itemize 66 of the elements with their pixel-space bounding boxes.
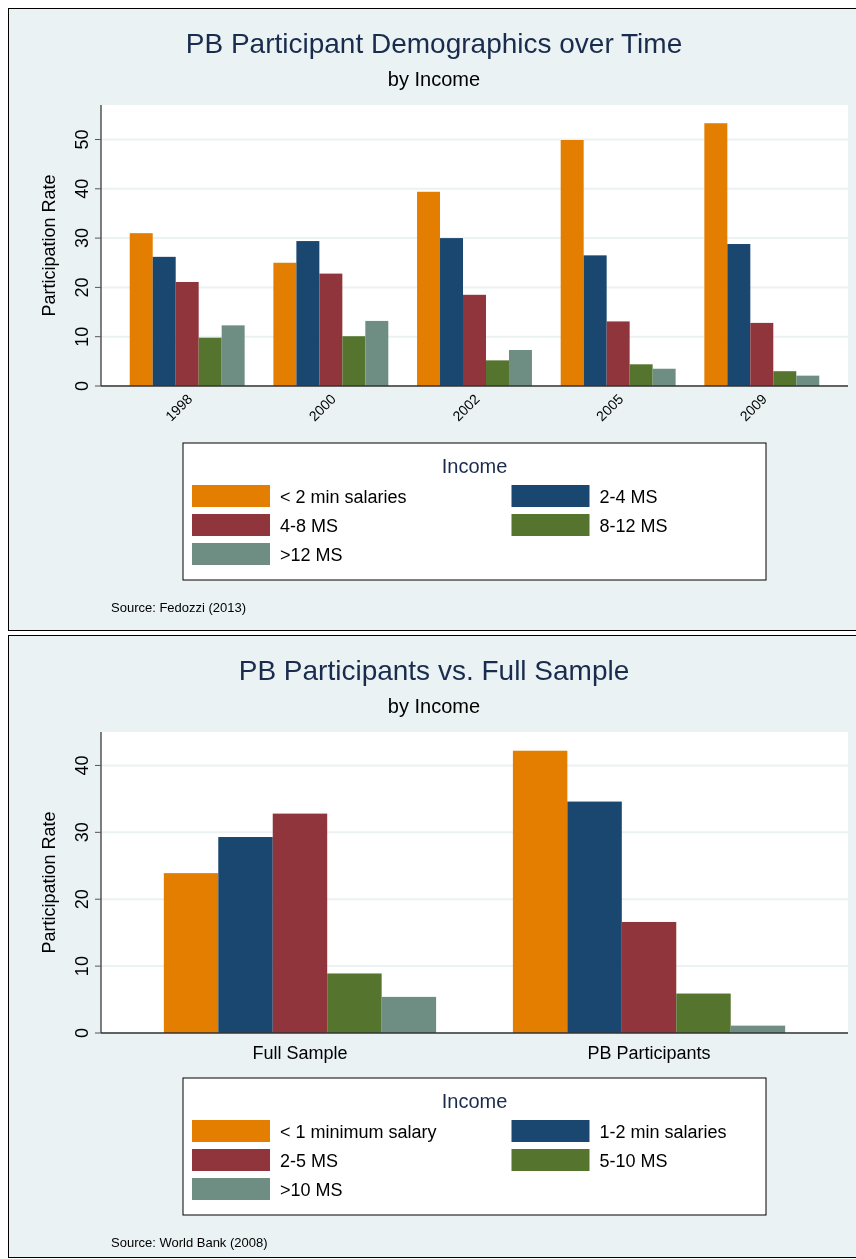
bar xyxy=(272,813,328,1033)
y-tick-label: 10 xyxy=(72,956,92,977)
y-tick-label: 20 xyxy=(72,277,92,298)
bar xyxy=(727,244,751,386)
legend-label: >10 MS xyxy=(280,1180,343,1200)
legend-title: Income xyxy=(441,1090,508,1112)
y-tick-label: 0 xyxy=(72,380,92,392)
chart-subtitle: by Income xyxy=(387,695,481,717)
y-axis-title: Participation Rate xyxy=(39,811,59,954)
bar xyxy=(463,294,486,386)
legend-title: Income xyxy=(441,455,508,477)
bar xyxy=(381,996,437,1033)
bar xyxy=(583,255,607,386)
bar xyxy=(512,750,568,1033)
bar xyxy=(163,873,219,1033)
bar xyxy=(221,325,245,386)
bar xyxy=(319,273,343,386)
bar xyxy=(175,281,199,386)
legend-label: < 2 min salaries xyxy=(280,487,407,507)
bar xyxy=(508,350,532,386)
y-axis-title: Participation Rate xyxy=(39,174,59,317)
y-tick-label: 40 xyxy=(72,755,92,776)
legend-label: 4-8 MS xyxy=(280,516,339,536)
x-tick-label: Full Sample xyxy=(252,1043,348,1063)
y-tick-label: 0 xyxy=(72,1027,92,1039)
chart-title: PB Participant Demographics over Time xyxy=(185,28,683,59)
legend-label: 5-10 MS xyxy=(599,1151,668,1171)
bar xyxy=(676,993,731,1033)
chart-subtitle: by Income xyxy=(387,68,481,90)
legend-label: 1-2 min salaries xyxy=(599,1122,727,1142)
source-note: Source: Fedozzi (2013) xyxy=(111,600,247,615)
bar xyxy=(129,233,153,386)
y-tick-label: 20 xyxy=(72,889,92,910)
bar xyxy=(440,238,464,386)
y-tick-label: 40 xyxy=(72,178,92,199)
bar xyxy=(629,364,653,386)
bar xyxy=(704,123,728,386)
bar xyxy=(327,973,382,1033)
bar xyxy=(485,360,509,386)
y-tick-label: 30 xyxy=(72,228,92,249)
y-tick-label: 50 xyxy=(72,129,92,150)
legend-label: < 1 minimum salary xyxy=(280,1122,437,1142)
bar xyxy=(198,337,222,386)
bar xyxy=(567,801,622,1033)
y-tick-label: 10 xyxy=(72,326,92,347)
bar xyxy=(342,336,366,386)
legend-label: >12 MS xyxy=(280,545,343,565)
bar xyxy=(606,321,630,386)
bar xyxy=(773,371,797,386)
bar xyxy=(273,262,297,386)
bar xyxy=(218,837,273,1033)
source-note: Source: World Bank (2008) xyxy=(111,1235,268,1250)
bar xyxy=(652,368,676,386)
bar xyxy=(365,320,389,386)
bar xyxy=(621,921,677,1033)
bar xyxy=(750,322,774,386)
legend-label: 8-12 MS xyxy=(599,516,668,536)
bar xyxy=(417,191,441,386)
chart-title: PB Participants vs. Full Sample xyxy=(238,655,630,686)
x-tick-label: PB Participants xyxy=(587,1043,711,1063)
y-tick-label: 30 xyxy=(72,822,92,843)
bar xyxy=(296,241,320,386)
legend-label: 2-5 MS xyxy=(280,1151,339,1171)
legend-label: 2-4 MS xyxy=(599,487,658,507)
bar xyxy=(152,256,176,386)
bar xyxy=(560,140,584,386)
